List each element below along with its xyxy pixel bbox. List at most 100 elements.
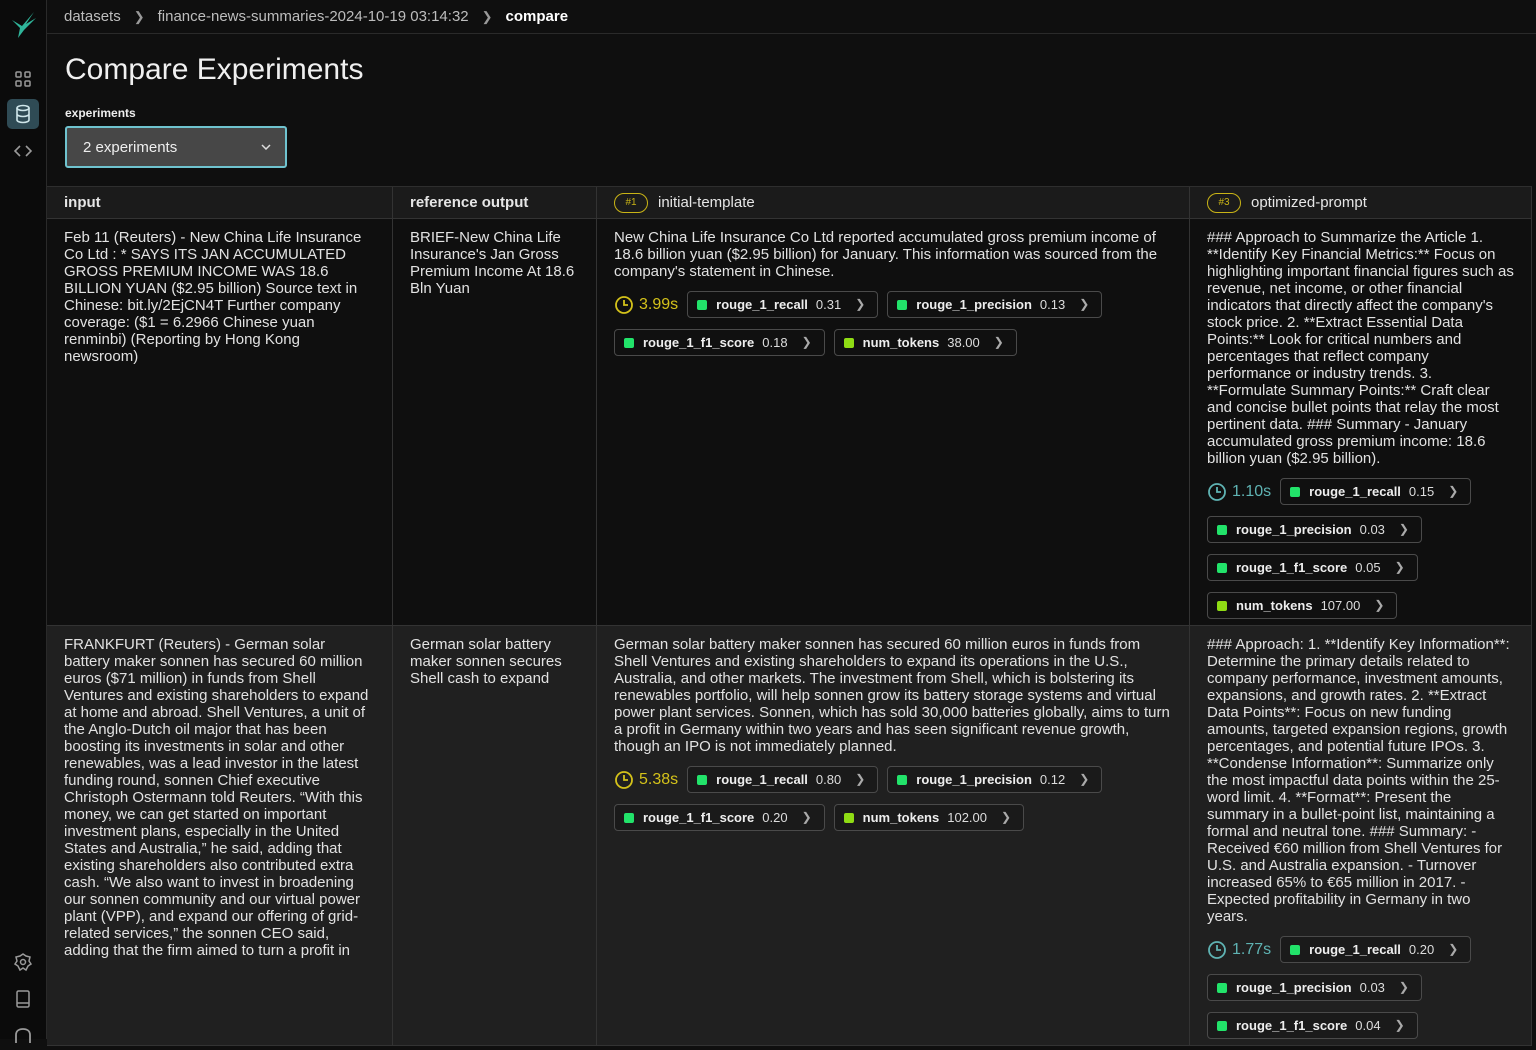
metric-name: rouge_1_f1_score [1236, 559, 1347, 576]
latency: 1.10s [1207, 482, 1271, 502]
breadcrumb-dataset[interactable]: finance-news-summaries-2024-10-19 03:14:… [158, 8, 469, 25]
experiment-badge: #3 [1207, 193, 1241, 213]
metric-chip-rouge-1-f1-score[interactable]: rouge_1_f1_score 0.05 ❯ [1207, 554, 1418, 581]
metric-name: rouge_1_recall [1309, 483, 1401, 500]
experiment-badge: #1 [614, 193, 648, 213]
input-text: Feb 11 (Reuters) - New China Life Insura… [64, 229, 375, 365]
latency: 3.99s [614, 295, 678, 315]
chevron-right-icon: ❯ [1079, 771, 1089, 788]
metric-chip-rouge-1-recall[interactable]: rouge_1_recall 0.31 ❯ [687, 291, 878, 318]
latency-value: 5.38s [639, 771, 678, 788]
metric-name: rouge_1_precision [916, 296, 1032, 313]
metric-value: 102.00 [947, 809, 987, 826]
input-text: FRANKFURT (Reuters) - German solar batte… [64, 636, 375, 959]
clock-icon [1207, 482, 1227, 502]
metric-color-square [697, 300, 707, 310]
metric-color-square [844, 813, 854, 823]
datasets-database-icon[interactable] [7, 99, 39, 129]
chevron-right-icon: ❯ [1448, 483, 1458, 500]
page-title: Compare Experiments [65, 53, 363, 87]
metric-value: 0.13 [1040, 296, 1065, 313]
github-icon[interactable] [7, 1020, 39, 1050]
output-text: ### Approach: 1. **Identify Key Informat… [1207, 636, 1514, 925]
projects-grid-icon[interactable] [7, 64, 39, 94]
latency: 5.38s [614, 770, 678, 790]
metric-color-square [1217, 563, 1227, 573]
experiments-select-value: 2 experiments [83, 139, 177, 156]
metrics: 1.77s rouge_1_recall 0.20 ❯rouge_1_precisio… [1207, 936, 1514, 1039]
chevron-right-icon: ❯ [1399, 979, 1409, 996]
metric-value: 0.05 [1355, 559, 1380, 576]
metric-chip-rouge-1-f1-score[interactable]: rouge_1_f1_score 0.18 ❯ [614, 329, 825, 356]
latency-value: 1.77s [1232, 941, 1271, 958]
metric-value: 0.18 [762, 334, 787, 351]
table-row[interactable]: FRANKFURT (Reuters) - German solar batte… [47, 626, 1532, 1046]
clock-icon [614, 770, 634, 790]
metric-value: 107.00 [1321, 597, 1361, 614]
metric-value: 0.31 [816, 296, 841, 313]
comparison-table: input reference output #1 initial-templa… [47, 186, 1532, 1046]
experiments-label: experiments [65, 106, 136, 120]
breadcrumb-datasets[interactable]: datasets [64, 8, 121, 25]
settings-gear-icon[interactable] [7, 947, 39, 977]
chevron-down-icon [261, 144, 271, 150]
column-header-experiment-1: #1 initial-template [597, 187, 1190, 218]
experiment-output-cell: ### Approach to Summarize the Article 1.… [1190, 219, 1532, 625]
table-row[interactable]: Feb 11 (Reuters) - New China Life Insura… [47, 219, 1532, 626]
experiment-output-cell: New China Life Insurance Co Ltd reported… [597, 219, 1190, 625]
metric-name: rouge_1_recall [1309, 941, 1401, 958]
logo-icon[interactable] [8, 8, 38, 45]
metric-color-square [897, 300, 907, 310]
column-header-input: input [47, 187, 393, 218]
latency: 1.77s [1207, 940, 1271, 960]
chevron-right-icon: ❯ [482, 9, 493, 25]
metric-name: rouge_1_f1_score [643, 334, 754, 351]
experiment-output-cell: ### Approach: 1. **Identify Key Informat… [1190, 626, 1532, 1045]
metric-name: rouge_1_recall [716, 771, 808, 788]
reference-output-cell: German solar battery maker sonnen secure… [393, 626, 597, 1045]
reference-output-cell: BRIEF-New China Life Insurance's Jan Gro… [393, 219, 597, 625]
metric-value: 0.03 [1360, 521, 1385, 538]
code-icon[interactable] [7, 136, 39, 166]
chevron-right-icon: ❯ [994, 334, 1004, 351]
metric-name: rouge_1_recall [716, 296, 808, 313]
chevron-right-icon: ❯ [1079, 296, 1089, 313]
metric-chip-rouge-1-precision[interactable]: rouge_1_precision 0.13 ❯ [887, 291, 1102, 318]
metric-value: 0.20 [1409, 941, 1434, 958]
metric-value: 0.04 [1355, 1017, 1380, 1034]
main-content: datasets ❯ finance-news-summaries-2024-1… [47, 0, 1536, 1039]
chevron-right-icon: ❯ [134, 9, 145, 25]
metric-color-square [1217, 1021, 1227, 1031]
metric-color-square [844, 338, 854, 348]
metric-color-square [1217, 983, 1227, 993]
chevron-right-icon: ❯ [1001, 809, 1011, 826]
experiments-select[interactable]: 2 experiments [65, 126, 287, 168]
chevron-right-icon: ❯ [1395, 559, 1405, 576]
latency-value: 3.99s [639, 296, 678, 313]
chevron-right-icon: ❯ [802, 334, 812, 351]
column-header-experiment-2: #3 optimized-prompt [1190, 187, 1532, 218]
metric-value: 0.80 [816, 771, 841, 788]
experiment-output-cell: German solar battery maker sonnen has se… [597, 626, 1190, 1045]
metric-name: rouge_1_precision [916, 771, 1032, 788]
docs-book-icon[interactable] [7, 984, 39, 1014]
metric-value: 0.20 [762, 809, 787, 826]
clock-icon [1207, 940, 1227, 960]
chevron-right-icon: ❯ [855, 296, 865, 313]
metric-color-square [1290, 487, 1300, 497]
chevron-right-icon: ❯ [1374, 597, 1384, 614]
metric-name: rouge_1_precision [1236, 521, 1352, 538]
metric-color-square [1217, 601, 1227, 611]
